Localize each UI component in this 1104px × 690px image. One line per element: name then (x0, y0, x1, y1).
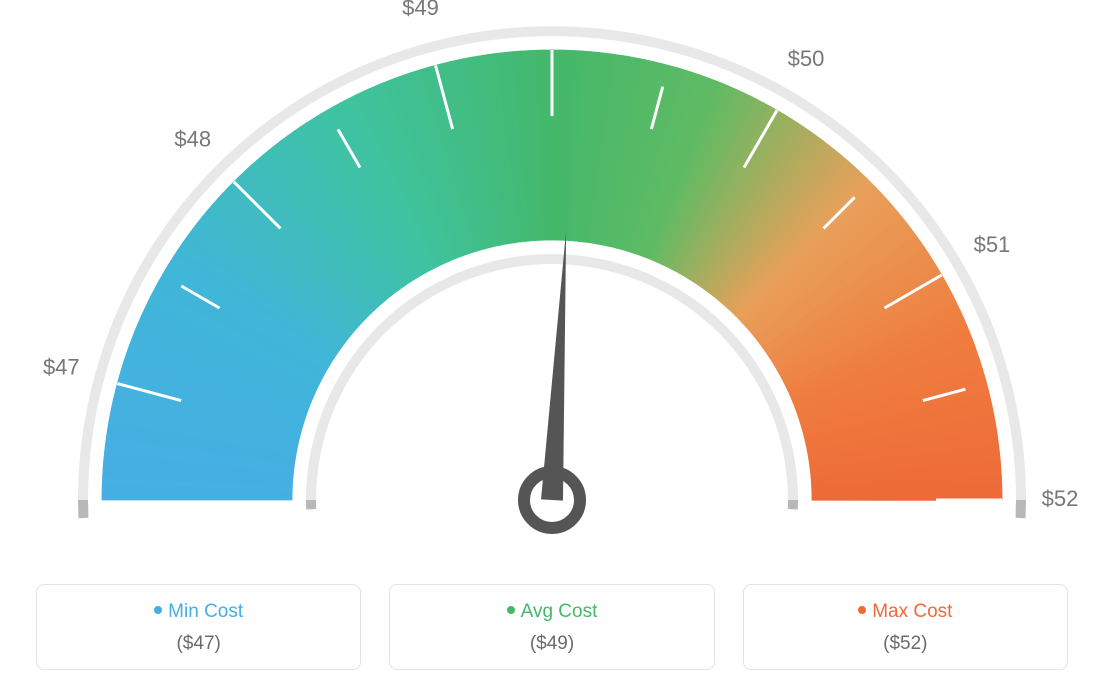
legend-card-avg: Avg Cost ($49) (389, 584, 714, 670)
dot-icon-max (858, 606, 866, 614)
legend-value-avg: ($49) (400, 633, 703, 655)
gauge-tick-label: $49 (402, 0, 439, 20)
gauge-svg: $47 $48 $49 $49 $50 $51 $52 (0, 0, 1104, 560)
dot-icon-avg (507, 606, 515, 614)
legend-title-avg: Avg Cost (400, 601, 703, 623)
gauge-needle (541, 230, 566, 500)
legend-title-max: Max Cost (754, 601, 1057, 623)
gauge-tick-label: $50 (788, 46, 825, 71)
gauge-tick-label: $49 (534, 0, 571, 3)
legend-card-min: Min Cost ($47) (36, 584, 361, 670)
gauge-tick-label: $51 (974, 232, 1011, 257)
gauge-tick-label: $47 (43, 354, 80, 379)
legend-label-max: Max Cost (872, 601, 952, 622)
legend-title-min: Min Cost (47, 601, 350, 623)
gauge-tick-label: $52 (1042, 486, 1079, 511)
gauge-tick-label: $48 (174, 127, 211, 152)
legend-value-max: ($52) (754, 633, 1057, 655)
legend-card-max: Max Cost ($52) (743, 584, 1068, 670)
gauge-chart-container: $47 $48 $49 $49 $50 $51 $52 Min Cost ($47) Avg… (0, 0, 1104, 690)
dot-icon-min (154, 606, 162, 614)
gauge-area: $47 $48 $49 $49 $50 $51 $52 (0, 0, 1104, 560)
legend-label-avg: Avg Cost (521, 601, 598, 622)
legend-row: Min Cost ($47) Avg Cost ($49) Max Cost (… (0, 584, 1104, 670)
legend-value-min: ($47) (47, 633, 350, 655)
legend-label-min: Min Cost (168, 601, 243, 622)
